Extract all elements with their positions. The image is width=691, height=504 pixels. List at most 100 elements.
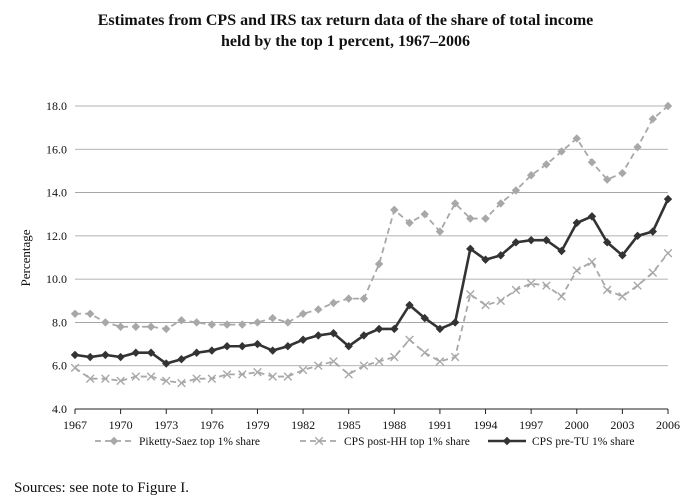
point-1-1986 xyxy=(359,294,369,303)
y-tick-label-4.0: 4.0 xyxy=(52,402,67,416)
point-2-1988 xyxy=(390,352,399,362)
y-tick-label-14.0: 14.0 xyxy=(46,186,67,200)
point-2-1981 xyxy=(283,372,293,381)
point-2-1978 xyxy=(237,370,247,379)
point-2-1991 xyxy=(435,357,445,366)
point-1-2002 xyxy=(602,175,612,184)
y-tick-label-8.0: 8.0 xyxy=(52,315,67,329)
point-2-2006 xyxy=(663,248,673,258)
point-2-2002 xyxy=(602,285,612,295)
series-line-3 xyxy=(74,198,670,365)
series-3 xyxy=(70,194,673,368)
legend-marker-3 xyxy=(502,436,512,446)
point-1-1992 xyxy=(450,199,460,208)
point-2-1979 xyxy=(253,367,262,377)
point-1-1978 xyxy=(238,320,247,329)
point-2-1989 xyxy=(405,335,414,345)
point-2-1983 xyxy=(313,361,323,371)
point-1-2005 xyxy=(648,114,657,124)
point-2-1969 xyxy=(101,374,110,383)
point-1-1987 xyxy=(374,259,384,269)
point-3-1971 xyxy=(131,348,141,357)
point-3-1981 xyxy=(283,342,293,351)
point-3-1988 xyxy=(390,324,399,334)
point-3-1970 xyxy=(116,352,125,362)
point-2-1997 xyxy=(526,279,536,288)
point-1-1977 xyxy=(222,320,232,329)
point-3-1984 xyxy=(329,329,338,338)
point-2-1975 xyxy=(192,374,201,383)
point-1-1985 xyxy=(344,294,353,303)
point-3-1977 xyxy=(222,342,232,351)
chart-title-line-1: Estimates from CPS and IRS tax return da… xyxy=(97,12,594,29)
x-tick-label-1976: 1976 xyxy=(200,418,224,432)
x-tick-label-1988: 1988 xyxy=(382,418,406,432)
y-tick-label-12.0: 12.0 xyxy=(46,229,67,243)
legend-marker-2 xyxy=(314,436,324,446)
point-1-1999 xyxy=(557,147,566,156)
point-3-1982 xyxy=(298,335,308,344)
legend-label-1: Piketty-Saez top 1% share xyxy=(139,436,260,448)
point-2-1982 xyxy=(298,365,308,375)
point-1-1995 xyxy=(496,199,505,208)
point-1-1967 xyxy=(70,309,80,318)
point-1-1983 xyxy=(314,305,323,314)
point-1-1973 xyxy=(162,324,171,334)
x-tick-label-2000: 2000 xyxy=(565,418,589,432)
point-2-1984 xyxy=(329,357,338,366)
point-3-1995 xyxy=(496,251,505,260)
point-3-1997 xyxy=(526,235,536,245)
point-3-1989 xyxy=(405,300,414,310)
x-tick-label-1991: 1991 xyxy=(428,418,452,432)
point-3-1992 xyxy=(450,318,460,327)
point-1-2000 xyxy=(572,134,581,143)
axes: 4.0 6.0 8.0 10.0 12.0 14.0 16.0 18.0 1967 1970 197… xyxy=(46,99,680,432)
point-2-1967 xyxy=(70,363,80,373)
point-1-1997 xyxy=(526,171,536,180)
x-tick-label-2003: 2003 xyxy=(610,418,634,432)
point-3-1983 xyxy=(314,331,323,340)
point-2-2000 xyxy=(572,266,582,275)
x-tick-label-1979: 1979 xyxy=(245,418,269,432)
point-1-1979 xyxy=(253,318,262,327)
point-3-1999 xyxy=(557,246,566,256)
point-3-1967 xyxy=(70,350,80,360)
point-2-1994 xyxy=(481,300,490,310)
point-1-1974 xyxy=(177,316,186,325)
point-1-1972 xyxy=(146,322,156,331)
point-1-2004 xyxy=(633,142,642,152)
point-2-1999 xyxy=(557,292,566,301)
point-3-1987 xyxy=(374,324,384,334)
point-2-1976 xyxy=(207,374,217,383)
point-2-2005 xyxy=(648,268,658,277)
point-1-1993 xyxy=(466,214,475,223)
point-3-1969 xyxy=(101,350,110,360)
point-2-1993 xyxy=(466,289,475,299)
point-2-2003 xyxy=(618,292,627,301)
point-3-1980 xyxy=(268,346,277,355)
point-2-1992 xyxy=(450,352,460,362)
point-1-2001 xyxy=(587,158,597,167)
point-2-1980 xyxy=(268,372,277,381)
point-1-1991 xyxy=(435,227,445,236)
y-tick-label-18.0: 18.0 xyxy=(46,99,67,113)
point-3-2003 xyxy=(618,251,627,260)
point-3-1979 xyxy=(253,339,262,349)
point-1-1980 xyxy=(268,313,277,323)
point-2-1974 xyxy=(177,378,186,388)
point-2-1987 xyxy=(374,357,384,366)
point-1-2006 xyxy=(663,101,673,111)
y-tick-label-16.0: 16.0 xyxy=(46,142,67,156)
point-1-1976 xyxy=(207,320,217,329)
point-3-2006 xyxy=(663,194,673,204)
point-1-1996 xyxy=(511,186,521,195)
y-tick-label-6.0: 6.0 xyxy=(52,359,67,373)
legend-label-2: CPS post-HH top 1% share xyxy=(344,436,470,448)
x-tick-label-2006: 2006 xyxy=(656,418,680,432)
x-tick-label-1970: 1970 xyxy=(109,418,133,432)
point-2-1998 xyxy=(542,281,551,290)
x-tick-label-1982: 1982 xyxy=(291,418,315,432)
point-1-1990 xyxy=(420,210,429,219)
point-1-1984 xyxy=(329,298,338,308)
point-2-1970 xyxy=(116,376,125,386)
